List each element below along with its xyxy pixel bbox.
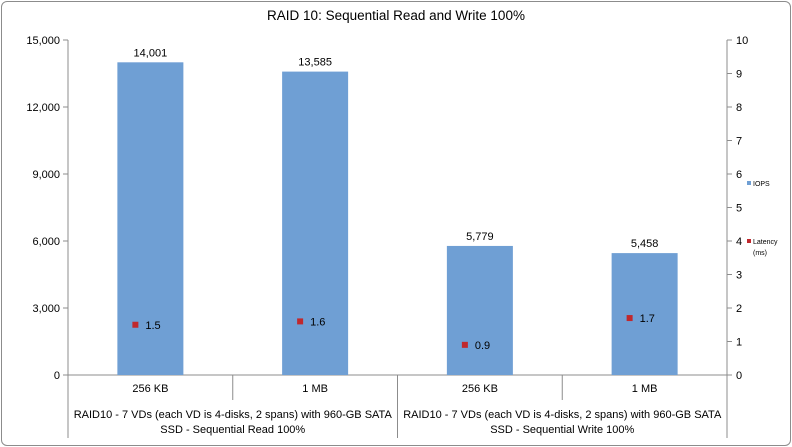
y2-tick-label: 8: [736, 102, 742, 114]
y2-tick-label: 0: [736, 370, 742, 382]
iops-data-label: 14,001: [134, 47, 168, 59]
latency-marker: [132, 321, 139, 328]
labels: 256 KB 1 MB 256 KB 1 MB RAID10 - 7 VDs (each…: [74, 47, 722, 436]
y2-tick-label: 7: [736, 136, 742, 148]
y2-tick-label: 4: [736, 236, 742, 248]
category-label: 256 KB: [132, 383, 168, 395]
y2-tick-label: 3: [736, 270, 742, 282]
group-label-line1: RAID10 - 7 VDs (each VD is 4-disks, 2 sp…: [74, 409, 393, 421]
y-tick-label: 15,000: [26, 35, 60, 47]
latency-data-label: 1.6: [310, 316, 325, 328]
y2-tick-label: 2: [736, 303, 742, 315]
latency-data-label: 0.9: [475, 340, 490, 352]
iops-bar: [117, 62, 184, 375]
group-label-line1: RAID10 - 7 VDs (each VD is 4-disks, 2 sp…: [403, 409, 722, 421]
y-tick-label: 6,000: [32, 236, 60, 248]
group-label-line2: SSD - Sequential Read 100%: [160, 424, 305, 436]
legend: IOPS Latency (ms): [747, 181, 778, 257]
legend-label-latency: Latency: [753, 239, 778, 246]
iops-data-label: 13,585: [298, 57, 332, 69]
legend-label-iops: IOPS: [753, 181, 770, 188]
iops-bar: [611, 253, 678, 375]
iops-data-label: 5,458: [631, 238, 659, 250]
iops-bar: [446, 245, 513, 375]
latency-marker: [297, 318, 304, 325]
latency-marker: [626, 315, 633, 322]
legend-swatch-iops: [747, 181, 751, 185]
category-label: 1 MB: [632, 383, 658, 395]
y-tick-label: 3,000: [32, 303, 60, 315]
y-tick-label: 9,000: [32, 169, 60, 181]
y2-tick-label: 1: [736, 337, 742, 349]
latency-marker: [461, 341, 468, 348]
y2-tick-label: 10: [736, 35, 748, 47]
group-label-line2: SSD - Sequential Write 100%: [490, 424, 634, 436]
category-label: 1 MB: [302, 383, 328, 395]
latency-data-label: 1.7: [640, 313, 655, 325]
y2-tick-label: 9: [736, 69, 742, 81]
latency-markers: [132, 315, 633, 348]
category-label: 256 KB: [462, 383, 498, 395]
legend-label-latency-unit: (ms): [753, 250, 767, 257]
y2-tick-label: 6: [736, 169, 742, 181]
chart-title: RAID 10: Sequential Read and Write 100%: [267, 8, 525, 23]
latency-data-label: 1.5: [145, 320, 160, 332]
iops-bar: [282, 71, 349, 375]
y-tick-label: 0: [54, 370, 60, 382]
legend-swatch-latency: [747, 239, 751, 243]
bars: [117, 62, 678, 375]
y2-tick-label: 5: [736, 203, 742, 215]
iops-data-label: 5,779: [466, 231, 494, 243]
y-tick-label: 12,000: [26, 102, 60, 114]
